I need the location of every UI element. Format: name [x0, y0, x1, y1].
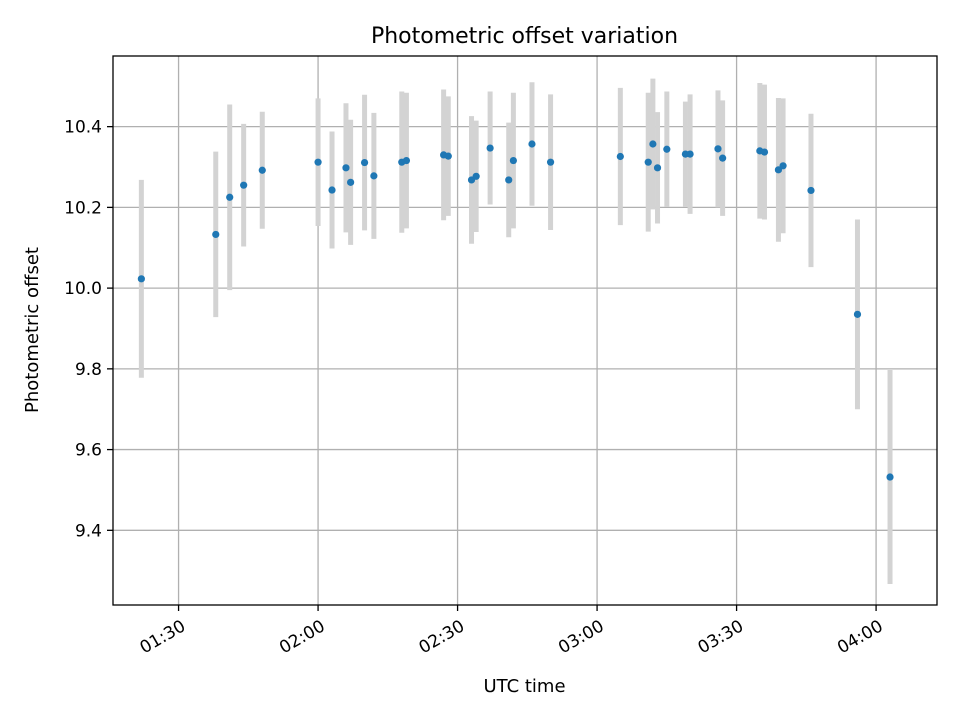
data-point	[258, 166, 266, 174]
data-point	[505, 176, 513, 184]
data-point	[719, 154, 727, 162]
x-axis-label: UTC time	[483, 676, 565, 697]
data-point	[760, 148, 769, 156]
y-tick-label: 9.8	[75, 360, 102, 380]
data-point	[807, 186, 815, 195]
x-tick-label: 02:30	[416, 616, 468, 658]
data-point	[212, 230, 220, 239]
data-point	[347, 178, 355, 186]
data-point-layer	[137, 140, 894, 481]
errorbar-layer	[138, 78, 893, 585]
y-tick-label: 10.0	[64, 279, 102, 299]
data-point	[509, 156, 517, 165]
x-tick-label: 03:00	[555, 616, 607, 658]
data-point	[644, 158, 652, 166]
data-point	[649, 140, 657, 148]
y-tick-label: 9.4	[75, 521, 102, 541]
data-point	[240, 181, 248, 189]
x-tick-label: 03:30	[695, 616, 747, 658]
data-point	[774, 166, 783, 174]
data-point	[686, 150, 694, 158]
data-point	[486, 144, 494, 152]
data-point	[444, 152, 452, 160]
data-point	[342, 164, 350, 172]
grid-layer	[113, 56, 937, 605]
data-point	[886, 473, 894, 481]
data-point	[779, 162, 787, 170]
x-tick-label: 01:30	[137, 616, 189, 658]
data-point	[714, 145, 722, 153]
data-point	[853, 310, 862, 318]
data-point	[360, 158, 369, 167]
data-point	[402, 156, 411, 165]
data-point	[653, 164, 662, 172]
data-point	[546, 158, 555, 166]
x-tick-label: 02:00	[276, 616, 328, 658]
data-point	[663, 145, 671, 153]
data-point	[528, 140, 536, 148]
data-point	[314, 158, 322, 166]
data-point	[370, 172, 378, 180]
x-tick-label: 04:00	[834, 616, 886, 658]
data-point	[616, 152, 624, 161]
plot-frame	[112, 55, 938, 606]
data-point	[137, 275, 145, 283]
y-tick-label: 9.6	[75, 441, 102, 461]
y-tick-label: 10.4	[64, 118, 102, 138]
data-point	[472, 172, 480, 180]
y-tick-label: 10.2	[64, 198, 102, 218]
chart-title: Photometric offset variation	[371, 24, 678, 49]
data-point	[226, 193, 234, 201]
y-axis-label: Photometric offset	[22, 247, 43, 413]
data-point	[328, 186, 336, 194]
